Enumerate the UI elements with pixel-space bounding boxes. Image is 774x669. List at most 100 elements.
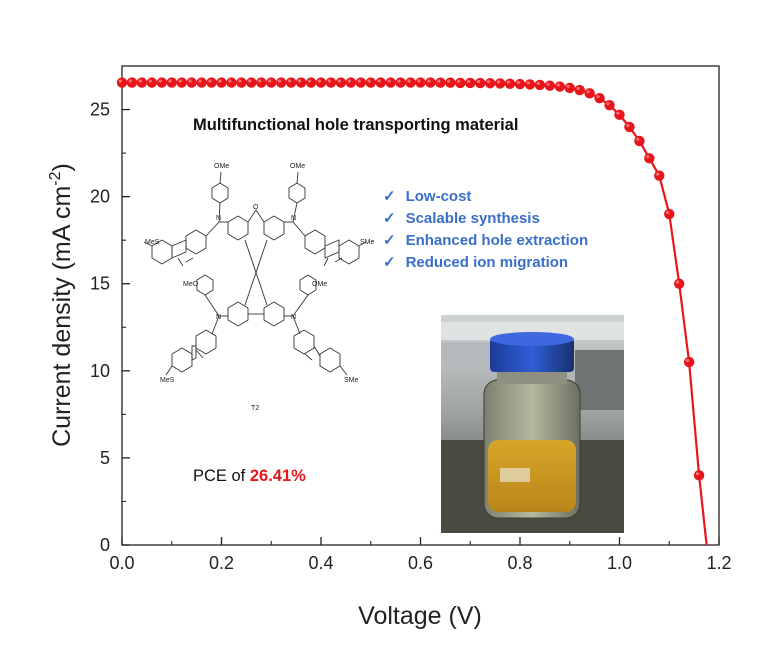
y-tick-label: 5	[100, 448, 110, 468]
atom-label: OMe	[290, 163, 305, 170]
data-point	[514, 78, 526, 90]
data-point-highlight	[437, 79, 441, 83]
x-tick-label: 1.0	[607, 553, 632, 573]
data-point-highlight	[377, 79, 381, 83]
atom-label: N	[216, 314, 221, 321]
data-point-highlight	[486, 80, 491, 84]
data-point	[674, 278, 685, 289]
data-point-highlight	[685, 358, 690, 363]
data-point-highlight	[646, 155, 650, 159]
feature-text: Scalable synthesis	[406, 210, 540, 227]
x-axis-label: Voltage (V)	[358, 602, 482, 630]
atom-label: N	[291, 215, 296, 222]
atom-label: SMe	[360, 239, 375, 246]
t2-molecule-structure	[143, 171, 367, 376]
data-point-highlight	[327, 79, 331, 83]
data-point	[246, 77, 257, 88]
feature-item: ✓ Reduced ion migration	[383, 254, 568, 271]
data-point-highlight	[258, 79, 262, 83]
data-point-highlight	[596, 95, 600, 99]
data-point	[196, 77, 207, 88]
atom-label: O	[253, 204, 259, 211]
data-point	[634, 135, 645, 147]
x-tick-label: 0.8	[507, 553, 532, 573]
data-point	[693, 470, 705, 481]
data-point-highlight	[407, 79, 411, 83]
data-point	[465, 77, 476, 89]
data-point-highlight	[218, 79, 222, 83]
data-point	[186, 77, 197, 88]
data-point-highlight	[457, 79, 461, 83]
data-point	[295, 77, 307, 88]
data-point-highlight	[188, 79, 192, 83]
data-point-highlight	[208, 79, 212, 83]
data-point	[216, 77, 227, 88]
data-point-highlight	[198, 79, 202, 83]
data-point	[166, 77, 177, 88]
data-point	[504, 78, 516, 89]
data-point-highlight	[307, 79, 312, 83]
x-tick-label: 1.2	[706, 553, 731, 573]
data-point-highlight	[278, 79, 282, 83]
data-point-highlight	[178, 79, 182, 83]
data-point	[395, 77, 406, 88]
feature-item: ✓ Low-cost	[383, 188, 471, 205]
data-point	[494, 78, 506, 89]
data-point-highlight	[417, 79, 421, 83]
y-axis-label-close: )	[48, 163, 76, 171]
data-point	[445, 77, 456, 88]
data-point-highlight	[586, 90, 590, 94]
data-point-highlight	[606, 101, 610, 106]
data-point	[226, 77, 237, 88]
material-bottle-photo	[441, 315, 624, 533]
y-axis-label-main: Current density (mA cm	[48, 186, 76, 447]
data-point-highlight	[128, 79, 132, 83]
data-point	[156, 77, 167, 88]
y-tick-label: 10	[90, 361, 110, 381]
data-point	[554, 81, 565, 92]
data-point-highlight	[238, 79, 242, 83]
data-point-highlight	[268, 79, 272, 83]
data-point	[475, 77, 486, 89]
data-point	[375, 77, 386, 88]
data-point-highlight	[626, 123, 630, 127]
atom-label: MeS	[145, 239, 160, 246]
data-point	[126, 77, 138, 88]
molecule-label: T2	[251, 405, 259, 412]
data-point-highlight	[427, 79, 431, 83]
data-point-highlight	[447, 79, 451, 83]
data-point-highlight	[656, 172, 660, 176]
data-point-highlight	[357, 79, 361, 83]
axis-ticks	[121, 108, 720, 546]
data-point-highlight	[367, 79, 371, 83]
data-point-highlight	[566, 84, 570, 88]
x-tick-label: 0.0	[109, 553, 134, 573]
data-point-highlight	[546, 82, 550, 86]
feature-text: Reduced ion migration	[406, 254, 569, 271]
data-point	[654, 170, 665, 181]
data-point	[604, 99, 615, 111]
data-point-highlight	[496, 80, 501, 84]
data-point-highlight	[158, 79, 162, 83]
pce-prefix: PCE of	[193, 467, 250, 485]
atom-label: OMe	[312, 281, 327, 288]
data-point	[425, 77, 436, 88]
data-point	[594, 93, 605, 104]
data-point-highlight	[397, 79, 401, 83]
data-point-highlight	[467, 79, 471, 83]
data-point	[315, 77, 327, 88]
data-point-highlight	[168, 79, 172, 83]
feature-text: Low-cost	[406, 188, 472, 205]
data-point-highlight	[616, 111, 620, 115]
data-point-highlight	[506, 80, 511, 84]
jv-curve-markers	[116, 77, 705, 481]
data-point	[206, 77, 217, 88]
feature-item: ✓ Scalable synthesis	[383, 210, 540, 227]
data-point	[614, 109, 625, 120]
check-icon: ✓	[383, 254, 396, 271]
atom-label: SMe	[344, 377, 359, 384]
data-point-highlight	[516, 80, 521, 85]
data-point-highlight	[337, 79, 341, 83]
data-point	[415, 77, 426, 88]
data-point-highlight	[228, 79, 232, 83]
